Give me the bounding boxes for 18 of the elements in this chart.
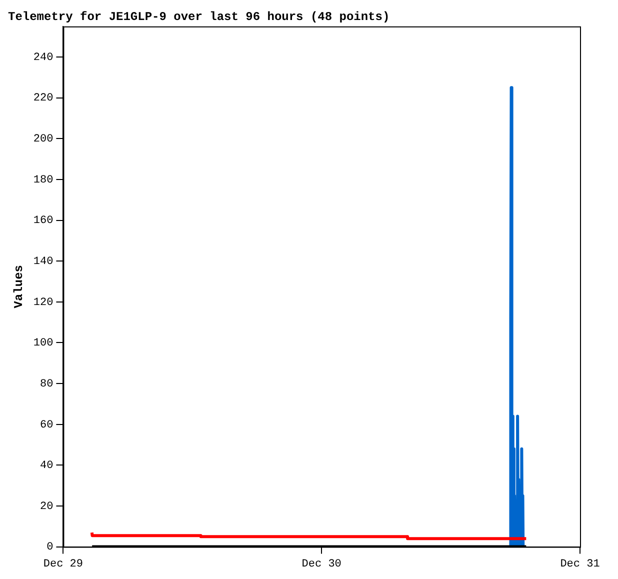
y-tick-label: 100 bbox=[33, 338, 54, 350]
x-tick-label: Dec 29 bbox=[43, 558, 84, 570]
chart-title: Telemetry for JE1GLP-9 over last 96 hours (48 points) bbox=[8, 10, 390, 24]
y-tick-label: 120 bbox=[33, 296, 54, 309]
y-tick-label: 0 bbox=[46, 542, 54, 554]
y-tick-label: 60 bbox=[40, 419, 54, 432]
y-tick-label: 160 bbox=[33, 215, 54, 228]
x-tick-label: Dec 30 bbox=[302, 558, 342, 570]
y-tick-label: 180 bbox=[33, 174, 54, 186]
y-tick-label: 200 bbox=[33, 134, 54, 146]
y-tick-label: 240 bbox=[33, 52, 54, 64]
y-tick-label: 80 bbox=[40, 378, 54, 390]
y-tick-label: 20 bbox=[40, 500, 54, 513]
y-axis-title: Values bbox=[12, 264, 26, 308]
y-tick-label: 140 bbox=[33, 256, 54, 268]
y-tick-label: 220 bbox=[33, 92, 54, 105]
x-tick-label: Dec 31 bbox=[560, 558, 600, 570]
y-tick-label: 40 bbox=[40, 460, 54, 472]
